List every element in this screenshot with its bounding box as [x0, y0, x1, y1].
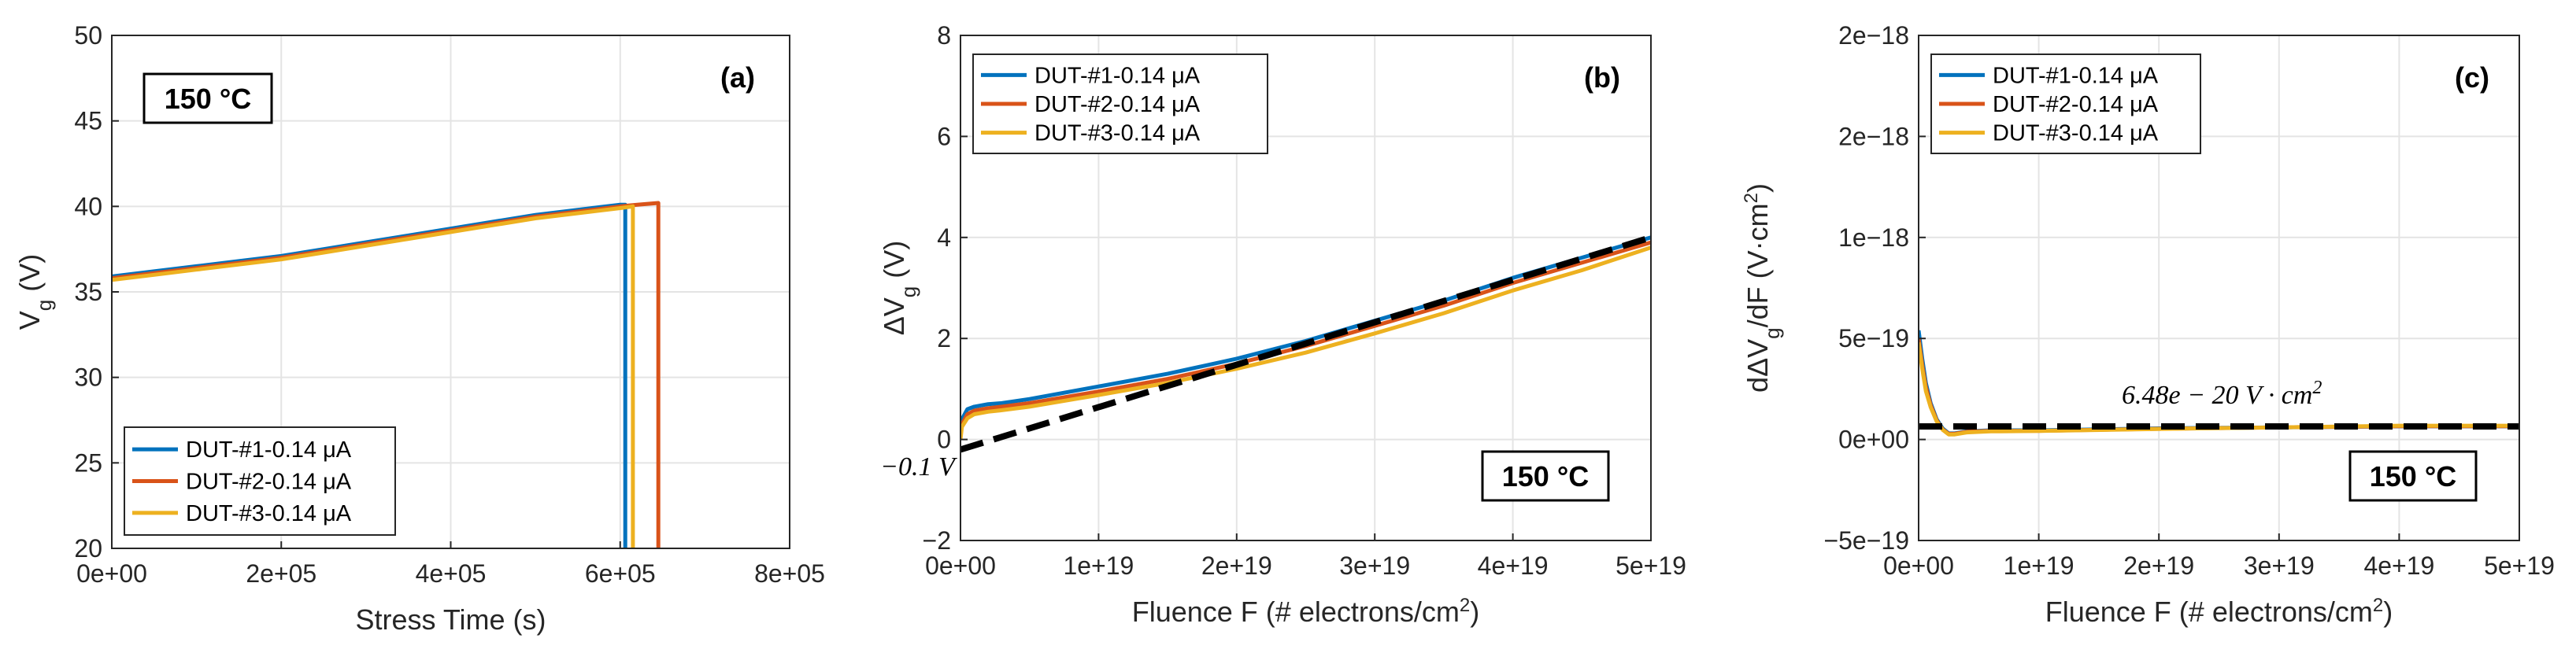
y-tick-label: 25	[74, 448, 102, 477]
legend: DUT-#1-0.14 μA DUT-#2-0.14 μA DUT-#3-0.14 …	[124, 426, 396, 536]
chart-panel-p2: 0e+00 1e+19 2e+19 3e+19 4e+19 5e+19 −2 0 2 4 6 8 Flu…	[878, 21, 1686, 628]
legend-label-dut3: DUT-#3-0.14 μA	[1034, 121, 1201, 146]
y-tick-label: 4	[937, 223, 951, 252]
x-tick-label: 0e+00	[925, 552, 996, 580]
y-tick-label: 30	[74, 363, 102, 392]
y-tick-label: 2e−18	[1838, 21, 1909, 50]
y-axis-label: ΔVg (V)	[878, 241, 920, 336]
x-tick-label: 1e+19	[1063, 552, 1134, 580]
x-axis-label: Stress Time (s)	[355, 603, 546, 636]
y-tick-label: −2	[923, 526, 951, 555]
temperature-label: 150 °C	[165, 83, 251, 115]
x-tick-label: 2e+19	[1201, 552, 1272, 580]
legend-label-dut3: DUT-#3-0.14 μA	[1993, 121, 2159, 146]
x-tick-label: 2e+19	[2123, 552, 2194, 580]
y-axis-label: dΔVg/dF (V·cm2)	[1741, 183, 1785, 393]
x-tick-label: 0e+00	[76, 559, 147, 588]
series-line-dut3	[112, 204, 635, 548]
axes-box	[1918, 35, 2520, 541]
temperature-label: 150 °C	[1502, 460, 1589, 493]
legend: DUT-#1-0.14 μA DUT-#2-0.14 μA DUT-#3-0.14 …	[972, 53, 1268, 154]
panel-label: (a)	[720, 61, 755, 94]
y-tick-label: 40	[74, 192, 102, 220]
y-tick-label: 0	[937, 426, 951, 454]
legend-label-dut1: DUT-#1-0.14 μA	[1034, 63, 1201, 88]
x-axis-label: Fluence F (# electrons/cm2)	[1132, 595, 1480, 629]
x-tick-label: 6e+05	[585, 559, 656, 588]
legend-label-dut2: DUT-#2-0.14 μA	[186, 470, 352, 495]
temperature-box	[1481, 450, 1610, 502]
legend-label-dut2: DUT-#2-0.14 μA	[1993, 92, 2159, 117]
series-line-dut3	[960, 245, 1651, 440]
y-tick-label: 50	[74, 21, 102, 50]
y-tick-label: 2e−18	[1838, 122, 1909, 150]
panel-label: (b)	[1584, 61, 1620, 94]
panel-label: (c)	[2455, 61, 2489, 94]
y-tick-label: 20	[74, 534, 102, 563]
temperature-label: 150 °C	[2370, 460, 2456, 493]
y-tick-label: 8	[937, 21, 951, 50]
legend-label-dut3: DUT-#3-0.14 μA	[186, 501, 352, 526]
legend-label-dut1: DUT-#1-0.14 μA	[186, 437, 352, 463]
x-tick-label: 8e+05	[754, 559, 825, 588]
x-tick-label: 3e+19	[2244, 552, 2315, 580]
y-tick-label: 5e−19	[1838, 324, 1909, 352]
x-tick-label: 5e+19	[2484, 552, 2555, 580]
fit-annotation: 6.48e − 20 V · cm2	[2122, 378, 2322, 410]
axes-box	[960, 35, 1652, 541]
x-tick-label: 2e+05	[246, 559, 316, 588]
series-line-dut2	[960, 240, 1651, 437]
x-tick-label: 4e+19	[2363, 552, 2434, 580]
y-tick-label: 35	[74, 278, 102, 306]
y-tick-label: 2	[937, 324, 951, 352]
x-tick-label: 3e+19	[1339, 552, 1410, 580]
y-tick-label: 45	[74, 107, 102, 135]
legend-label-dut1: DUT-#1-0.14 μA	[1993, 63, 2159, 88]
y-tick-label: 1e−18	[1838, 223, 1909, 252]
y-tick-label: −5e−19	[1823, 526, 1909, 555]
y-axis-label: Vg (V)	[13, 254, 56, 330]
x-axis-label: Fluence F (# electrons/cm2)	[2045, 595, 2393, 629]
temperature-box	[142, 72, 273, 124]
x-tick-label: 4e+05	[416, 559, 487, 588]
x-tick-label: 5e+19	[1616, 552, 1686, 580]
y-tick-label: 0e+00	[1838, 426, 1909, 454]
legend: DUT-#1-0.14 μA DUT-#2-0.14 μA DUT-#3-0.14 …	[1930, 53, 2201, 154]
chart-panel-p1: 0e+00 2e+05 4e+05 6e+05 8e+05 20 25 30 35 40 45 50 S…	[13, 21, 825, 636]
y-tick-label: 6	[937, 122, 951, 150]
x-tick-label: 4e+19	[1478, 552, 1549, 580]
fit-line-dashed	[960, 234, 1651, 453]
fit-annotation: −0.1 V	[880, 452, 958, 481]
x-tick-label: 1e+19	[2004, 552, 2074, 580]
temperature-box	[2348, 450, 2478, 502]
legend-label-dut2: DUT-#2-0.14 μA	[1034, 92, 1201, 117]
x-tick-label: 0e+00	[1883, 552, 1954, 580]
chart-panel-p3: 0e+00 1e+19 2e+19 3e+19 4e+19 5e+19−5e−190e+0…	[1741, 21, 2555, 628]
legend-box	[972, 53, 1268, 154]
